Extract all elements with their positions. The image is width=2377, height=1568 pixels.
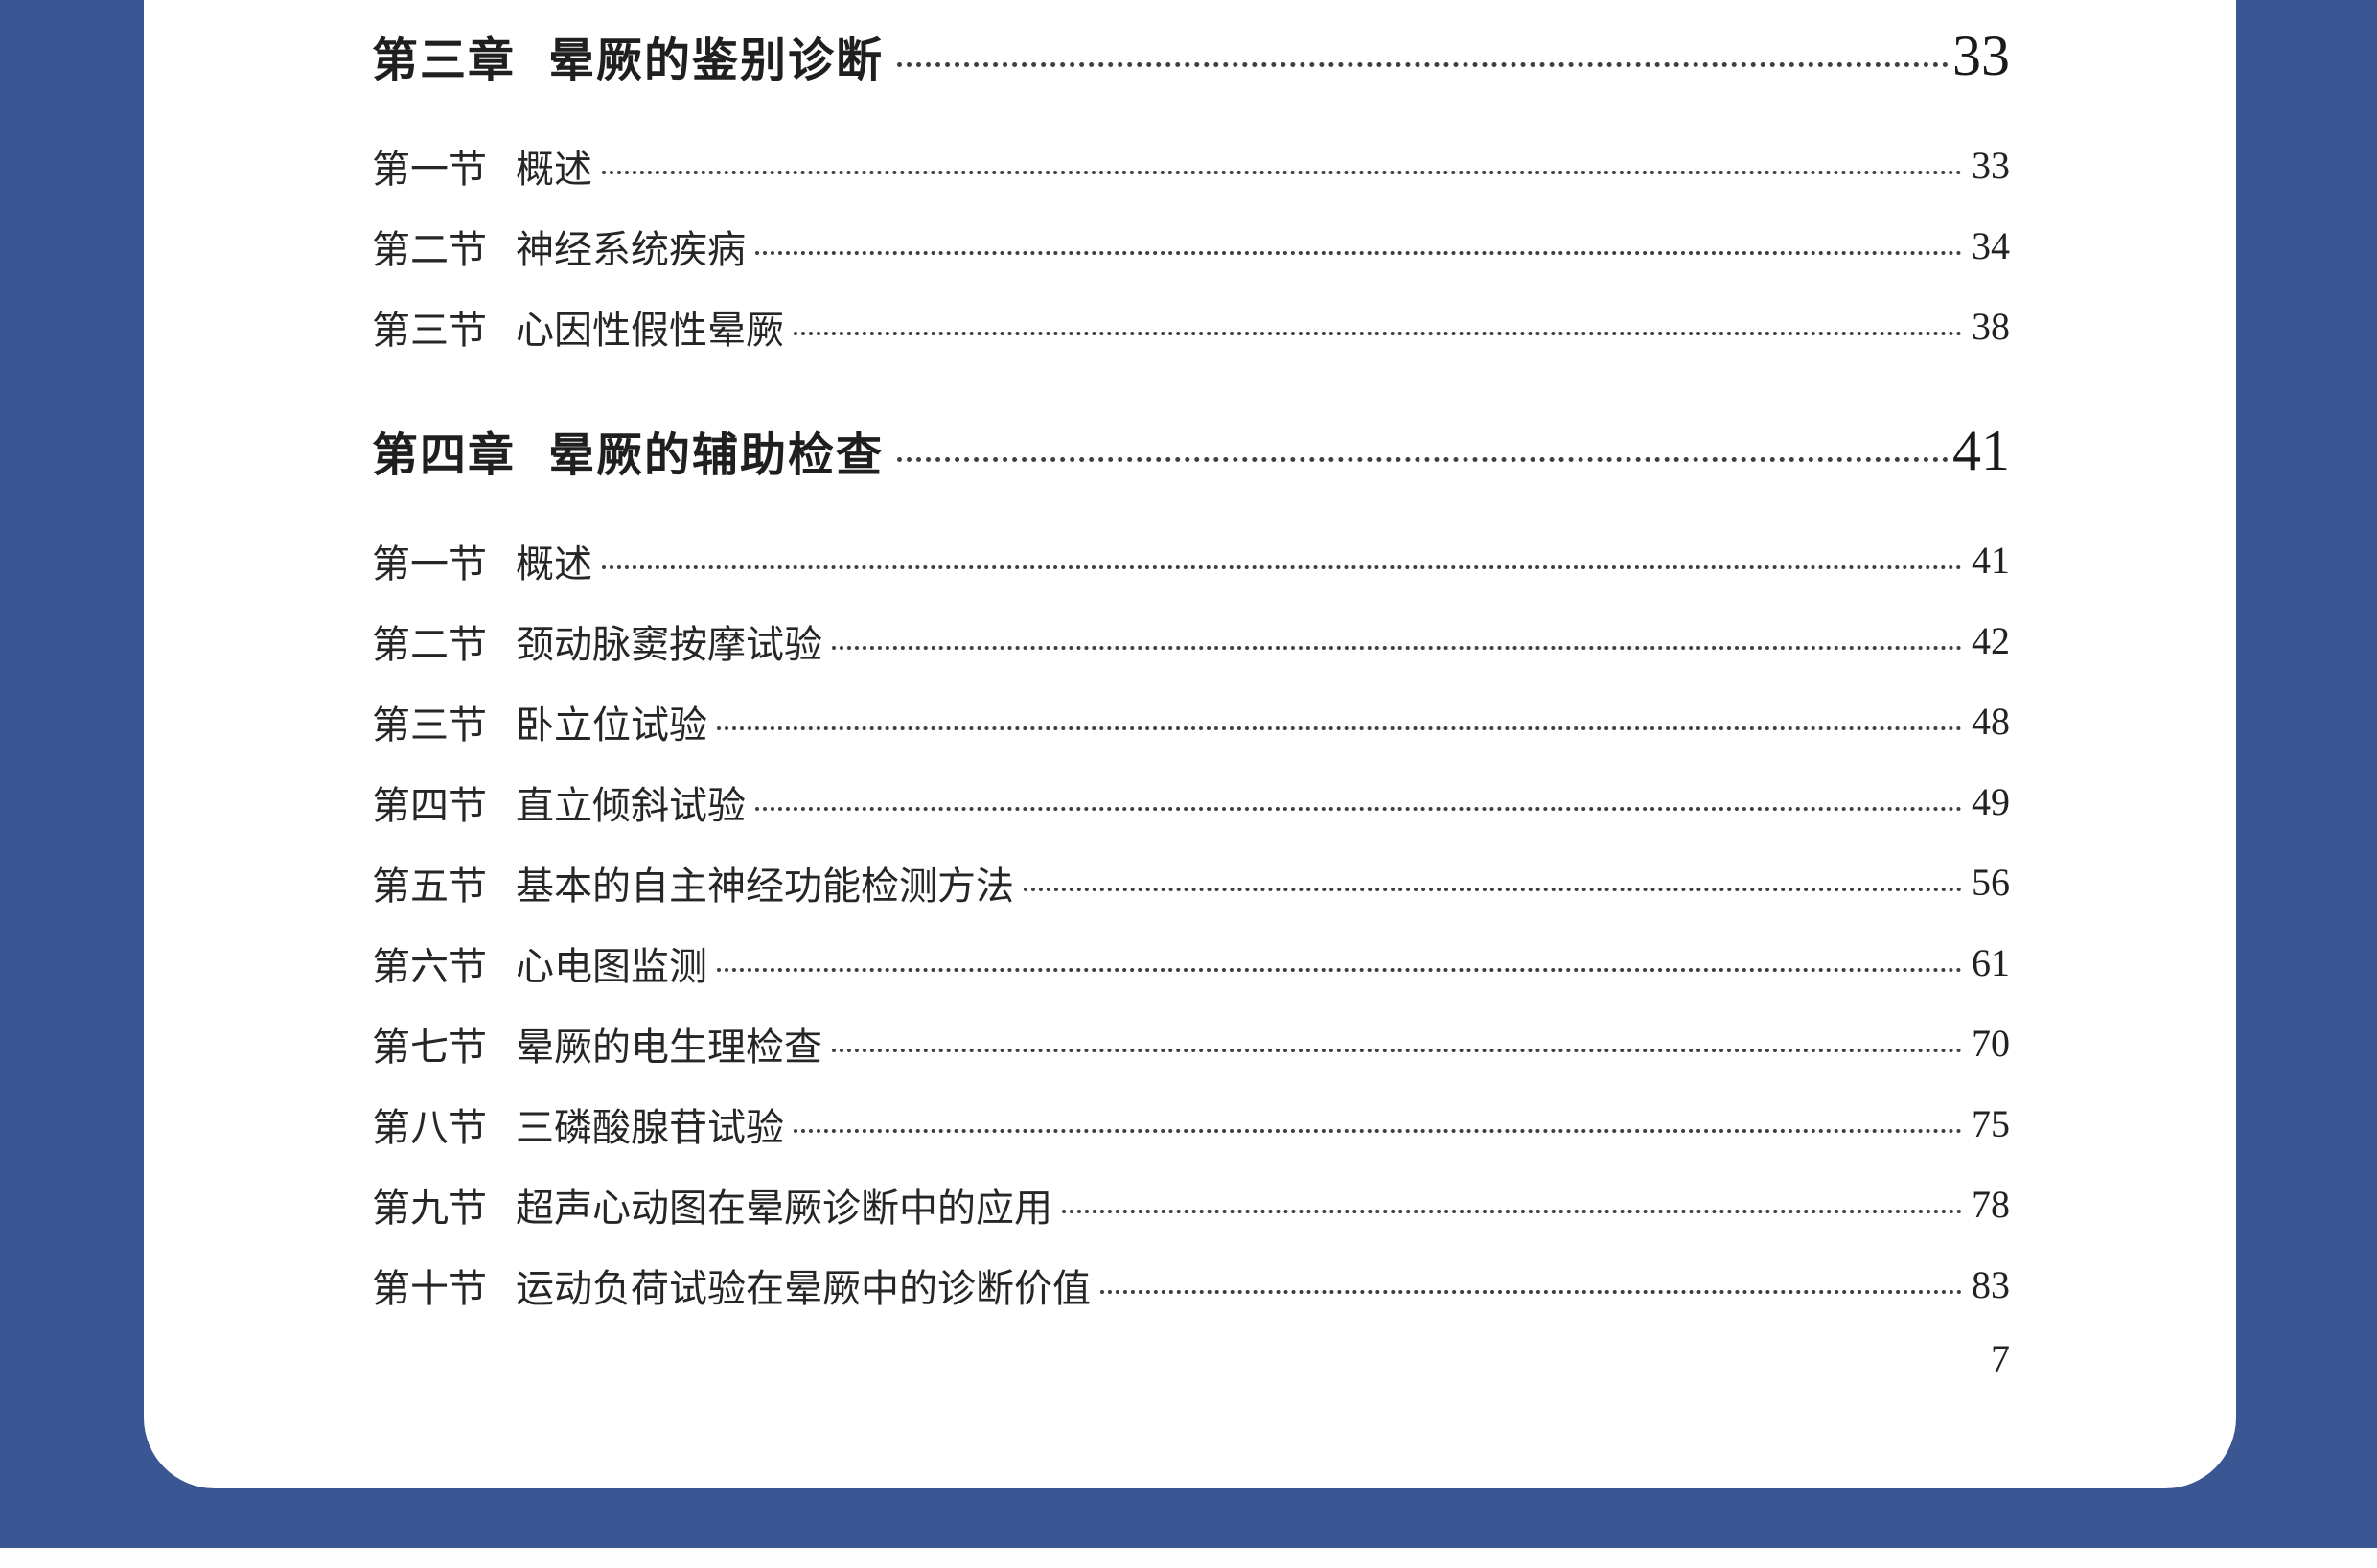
toc-entry: 第九节 超声心动图在晕厥诊断中的应用 78 bbox=[372, 1164, 2010, 1245]
section-title: 神经系统疾病 bbox=[516, 228, 746, 271]
section-label: 第三节 bbox=[372, 309, 487, 352]
toc-entry: 第三节 心因性假性晕厥 38 bbox=[372, 287, 2010, 367]
section-label: 第五节 bbox=[372, 865, 487, 908]
toc-card: 第三章 晕厥的鉴别诊断 33 第一节 概述 33 第二节 神经系统疾病 bbox=[144, 0, 2236, 1488]
section-page-number: 38 bbox=[1972, 305, 2010, 348]
section-label: 第二节 bbox=[372, 228, 487, 271]
section-label: 第一节 bbox=[372, 148, 487, 191]
chapter-title: 晕厥的鉴别诊断 bbox=[548, 35, 885, 86]
chapter-title: 晕厥的辅助检查 bbox=[548, 430, 885, 481]
toc-entry: 第六节 心电图监测 61 bbox=[372, 923, 2010, 1003]
section-label: 第四节 bbox=[372, 784, 487, 827]
toc-entry: 第四节 直立倾斜试验 49 bbox=[372, 762, 2010, 842]
section-page-number: 34 bbox=[1972, 224, 2010, 267]
chapter-page-number: 33 bbox=[1952, 24, 2010, 87]
dotted-leader bbox=[794, 1129, 1962, 1133]
section-title: 运动负荷试验在晕厥中的诊断价值 bbox=[516, 1267, 1091, 1310]
bottom-strip bbox=[0, 1548, 2377, 1568]
section-page-number: 33 bbox=[1972, 144, 2010, 187]
section-title: 心因性假性晕厥 bbox=[516, 309, 784, 352]
dotted-leader bbox=[897, 61, 1949, 67]
dotted-leader bbox=[897, 456, 1949, 462]
section-title: 直立倾斜试验 bbox=[516, 784, 746, 827]
toc-entry: 第三节 卧立位试验 48 bbox=[372, 681, 2010, 762]
section-title: 概述 bbox=[516, 542, 592, 586]
dotted-leader bbox=[794, 332, 1962, 335]
section-page-number: 70 bbox=[1972, 1022, 2010, 1065]
chapter-label: 第三章 bbox=[372, 35, 517, 86]
dotted-leader bbox=[1062, 1210, 1962, 1213]
section-title: 卧立位试验 bbox=[516, 703, 707, 747]
section-page-number: 78 bbox=[1972, 1183, 2010, 1226]
section-title: 心电图监测 bbox=[516, 945, 707, 988]
section-label: 第九节 bbox=[372, 1187, 487, 1230]
dotted-leader bbox=[755, 807, 1962, 811]
section-title: 三磷酸腺苷试验 bbox=[516, 1106, 784, 1149]
chapter-heading: 第三章 晕厥的鉴别诊断 33 bbox=[372, 25, 2010, 86]
table-of-contents: 第三章 晕厥的鉴别诊断 33 第一节 概述 33 第二节 神经系统疾病 bbox=[144, 0, 2236, 1383]
dotted-leader bbox=[602, 565, 1962, 569]
section-title: 超声心动图在晕厥诊断中的应用 bbox=[516, 1187, 1052, 1230]
toc-entry: 第一节 概述 33 bbox=[372, 126, 2010, 206]
folio-page-number: 7 bbox=[1991, 1337, 2010, 1380]
toc-entry: 第七节 晕厥的电生理检查 70 bbox=[372, 1003, 2010, 1084]
section-label: 第八节 bbox=[372, 1106, 487, 1149]
dotted-leader bbox=[602, 171, 1962, 174]
section-page-number: 42 bbox=[1972, 619, 2010, 662]
dotted-leader bbox=[717, 968, 1962, 972]
dotted-leader bbox=[832, 1049, 1962, 1052]
section-page-number: 61 bbox=[1972, 941, 2010, 984]
section-label: 第一节 bbox=[372, 542, 487, 586]
chapter-page-number: 41 bbox=[1952, 419, 2010, 482]
section-label: 第十节 bbox=[372, 1267, 487, 1310]
dotted-leader bbox=[755, 251, 1962, 255]
section-page-number: 75 bbox=[1972, 1102, 2010, 1145]
section-title: 概述 bbox=[516, 148, 592, 191]
section-page-number: 83 bbox=[1972, 1263, 2010, 1306]
dotted-leader bbox=[1024, 888, 1962, 891]
chapter-sections: 第一节 概述 41 第二节 颈动脉窦按摩试验 42 第三节 卧立位试验 bbox=[372, 520, 2010, 1326]
section-label: 第三节 bbox=[372, 703, 487, 747]
section-label: 第二节 bbox=[372, 623, 487, 666]
toc-entry: 第五节 基本的自主神经功能检测方法 56 bbox=[372, 842, 2010, 923]
section-page-number: 49 bbox=[1972, 780, 2010, 823]
section-page-number: 41 bbox=[1972, 539, 2010, 582]
section-page-number: 48 bbox=[1972, 700, 2010, 743]
chapter-sections: 第一节 概述 33 第二节 神经系统疾病 34 第三节 心因性假性晕厥 bbox=[372, 126, 2010, 367]
section-page-number: 56 bbox=[1972, 861, 2010, 904]
chapter-heading: 第四章 晕厥的辅助检查 41 bbox=[372, 420, 2010, 481]
toc-entry: 第八节 三磷酸腺苷试验 75 bbox=[372, 1084, 2010, 1164]
dotted-leader bbox=[1100, 1290, 1962, 1294]
folio-row: 7 bbox=[372, 1335, 2010, 1383]
section-label: 第六节 bbox=[372, 945, 487, 988]
toc-entry: 第二节 颈动脉窦按摩试验 42 bbox=[372, 601, 2010, 681]
chapter-label: 第四章 bbox=[372, 430, 517, 481]
section-title: 颈动脉窦按摩试验 bbox=[516, 623, 822, 666]
toc-entry: 第二节 神经系统疾病 34 bbox=[372, 206, 2010, 287]
dotted-leader bbox=[832, 646, 1962, 650]
section-title: 晕厥的电生理检查 bbox=[516, 1026, 822, 1069]
section-label: 第七节 bbox=[372, 1026, 487, 1069]
section-title: 基本的自主神经功能检测方法 bbox=[516, 865, 1014, 908]
toc-entry: 第一节 概述 41 bbox=[372, 520, 2010, 601]
toc-entry: 第十节 运动负荷试验在晕厥中的诊断价值 83 bbox=[372, 1245, 2010, 1326]
dotted-leader bbox=[717, 726, 1962, 730]
